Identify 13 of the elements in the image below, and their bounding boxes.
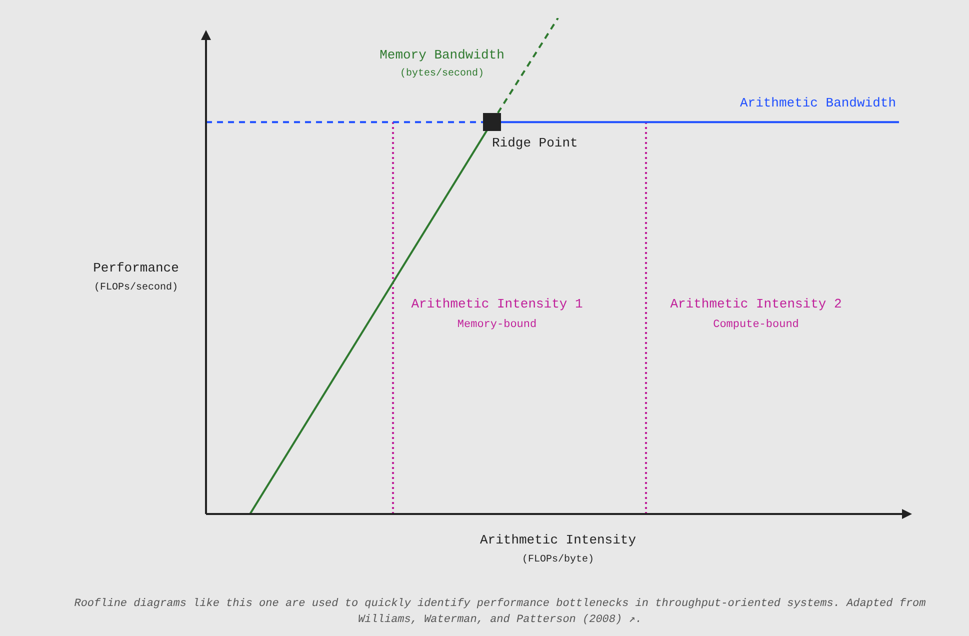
text: Roofline diagrams like this one are used to quickly identify performance bottlenecks in throughput-oriented systems. Adapted from Williams, Waterman, and Patterson (2008) ↗.	[73, 597, 927, 628]
annotation: (bytes/second)	[400, 68, 484, 80]
x-axis-title: Arithmetic Intensity	[480, 532, 636, 548]
text: (FLOPs/second)	[94, 282, 178, 294]
annotation: Arithmetic Intensity 2	[670, 296, 842, 312]
text: Memory Bandwidth	[380, 47, 504, 62]
y-axis-title: Performance	[93, 260, 179, 276]
annotation: Memory-bound	[457, 318, 537, 331]
series-label: Arithmetic Bandwidth	[740, 95, 896, 110]
annotation: Ridge Point	[492, 135, 578, 150]
text: (FLOPs/byte)	[522, 554, 594, 566]
annotation: Compute-bound	[713, 318, 799, 331]
annotation: Arithmetic Intensity 1	[411, 296, 584, 312]
